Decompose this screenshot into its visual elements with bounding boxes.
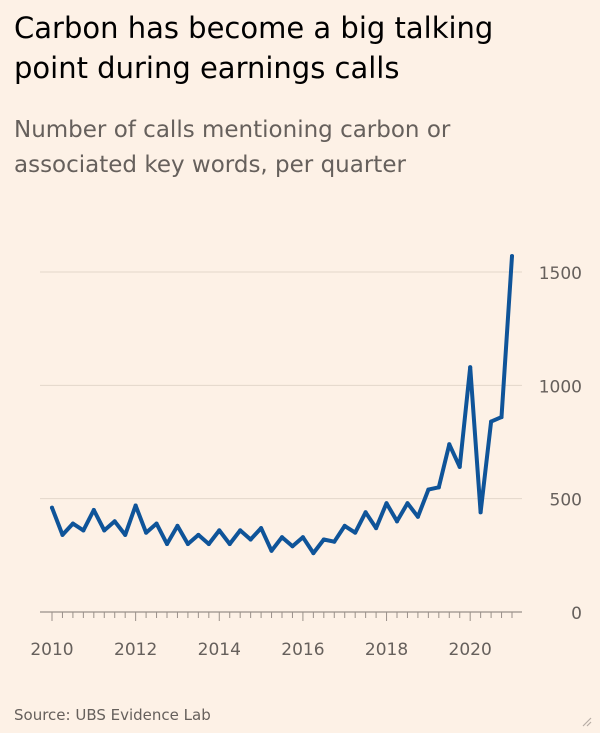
data-point — [290, 544, 295, 549]
data-point — [468, 365, 473, 370]
data-point — [300, 535, 305, 540]
data-point — [196, 532, 201, 537]
data-point — [123, 532, 128, 537]
data-point — [457, 464, 462, 469]
x-axis — [40, 611, 522, 621]
data-point — [206, 542, 211, 546]
x-tick-label: 2012 — [114, 640, 157, 660]
data-point — [217, 528, 222, 533]
data-point — [342, 523, 347, 528]
data-point — [363, 510, 368, 515]
y-tick-label: 1000 — [539, 377, 582, 397]
data-point — [259, 526, 264, 531]
source-note: Source: UBS Evidence Lab — [14, 706, 211, 724]
data-point — [102, 528, 107, 533]
gridlines — [40, 271, 522, 500]
chart-title: Carbon has become a big talking point du… — [14, 11, 494, 85]
data-point — [510, 254, 514, 259]
data-point — [280, 535, 284, 540]
x-tick-label: 2010 — [30, 640, 73, 660]
data-point — [415, 514, 420, 519]
x-tick-label: 2020 — [449, 640, 492, 660]
data-point — [248, 537, 253, 542]
data-point — [447, 442, 452, 447]
data-point — [81, 528, 86, 533]
data-point — [185, 542, 190, 546]
x-axis-labels: 2010 2012 2014 2016 2018 2020 — [30, 640, 491, 660]
data-point — [321, 537, 326, 542]
line-chart: 0 500 1000 1500 2010 2012 2014 2016 2018 2020 — [30, 254, 582, 660]
data-point — [175, 523, 180, 528]
data-point — [165, 542, 169, 546]
data-point — [384, 501, 389, 506]
data-point — [70, 521, 75, 526]
data-point — [60, 532, 65, 537]
y-axis-labels: 0 500 1000 1500 — [539, 264, 582, 624]
data-point — [311, 551, 316, 556]
data-point — [332, 539, 337, 544]
y-tick-label: 500 — [550, 491, 582, 511]
data-point — [395, 519, 399, 524]
series-line-0 — [50, 254, 514, 556]
data-point — [238, 528, 243, 533]
series-layer — [50, 254, 514, 556]
data-point — [478, 510, 483, 515]
y-tick-label: 1500 — [539, 264, 582, 284]
data-point — [50, 505, 54, 510]
data-point — [353, 530, 358, 535]
x-tick-label: 2016 — [281, 640, 324, 660]
data-point — [144, 530, 149, 535]
x-tick-label: 2014 — [198, 640, 241, 660]
y-tick-label: 0 — [571, 604, 582, 624]
x-tick-label: 2018 — [365, 640, 408, 660]
data-point — [405, 501, 410, 506]
data-point — [112, 519, 117, 524]
chart-subtitle: Number of calls mentioning carbon or ass… — [14, 117, 451, 178]
data-point — [436, 485, 441, 490]
data-point — [269, 548, 274, 553]
data-point — [133, 503, 138, 508]
data-point — [374, 526, 379, 531]
data-point — [426, 487, 431, 492]
data-point — [91, 508, 96, 512]
corner-mark-icon — [582, 717, 592, 727]
data-point — [154, 521, 159, 526]
data-point — [227, 542, 232, 546]
data-point — [489, 419, 494, 424]
data-point — [499, 415, 504, 420]
